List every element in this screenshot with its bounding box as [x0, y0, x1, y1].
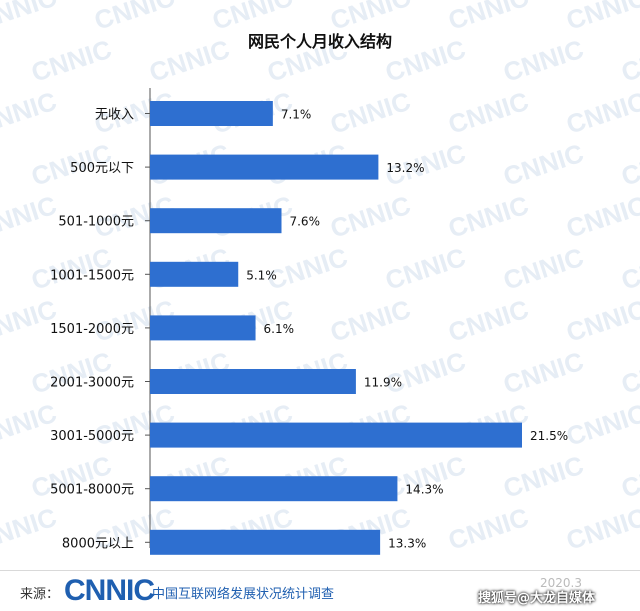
- bar: [150, 261, 239, 287]
- data-label: 7.6%: [289, 215, 320, 229]
- category-label: 无收入: [95, 108, 134, 123]
- category-label: 501-1000元: [58, 215, 134, 230]
- bar: [150, 154, 379, 180]
- chart-title: 网民个人月收入结构: [248, 32, 392, 51]
- category-label: 1001-1500元: [50, 268, 134, 283]
- cnnic-logo: CNNIC: [64, 574, 155, 607]
- category-label: 8000元以上: [62, 536, 134, 551]
- data-label: 13.3%: [388, 536, 426, 550]
- bar: [150, 529, 381, 555]
- bar: [150, 369, 356, 394]
- bar: [150, 208, 282, 234]
- footer: 来源： CNNIC 中国互联网络发展状况统计调查 2020.3 搜狐号@大龙自媒…: [0, 570, 640, 611]
- category-label: 2001-3000元: [50, 376, 134, 391]
- bar: [150, 101, 273, 126]
- bar: [150, 476, 398, 502]
- data-label: 7.1%: [281, 108, 312, 122]
- survey-name: 中国互联网络发展状况统计调查: [152, 587, 335, 602]
- bar: [150, 422, 522, 448]
- category-label: 3001-5000元: [50, 429, 134, 444]
- data-label: 21.5%: [530, 429, 568, 443]
- data-label: 13.2%: [386, 161, 424, 175]
- category-label: 5001-8000元: [50, 483, 134, 498]
- credit-watermark: 搜狐号@大龙自媒体: [478, 591, 596, 606]
- data-label: 6.1%: [264, 322, 295, 336]
- data-label: 14.3%: [405, 483, 443, 497]
- source-label: 来源：: [20, 587, 60, 602]
- bar: [150, 315, 256, 341]
- report-date: 2020.3: [540, 576, 582, 590]
- category-label: 500元以下: [70, 161, 134, 176]
- data-label: 11.9%: [364, 376, 402, 390]
- data-label: 5.1%: [246, 268, 277, 282]
- category-label: 1501-2000元: [50, 322, 134, 337]
